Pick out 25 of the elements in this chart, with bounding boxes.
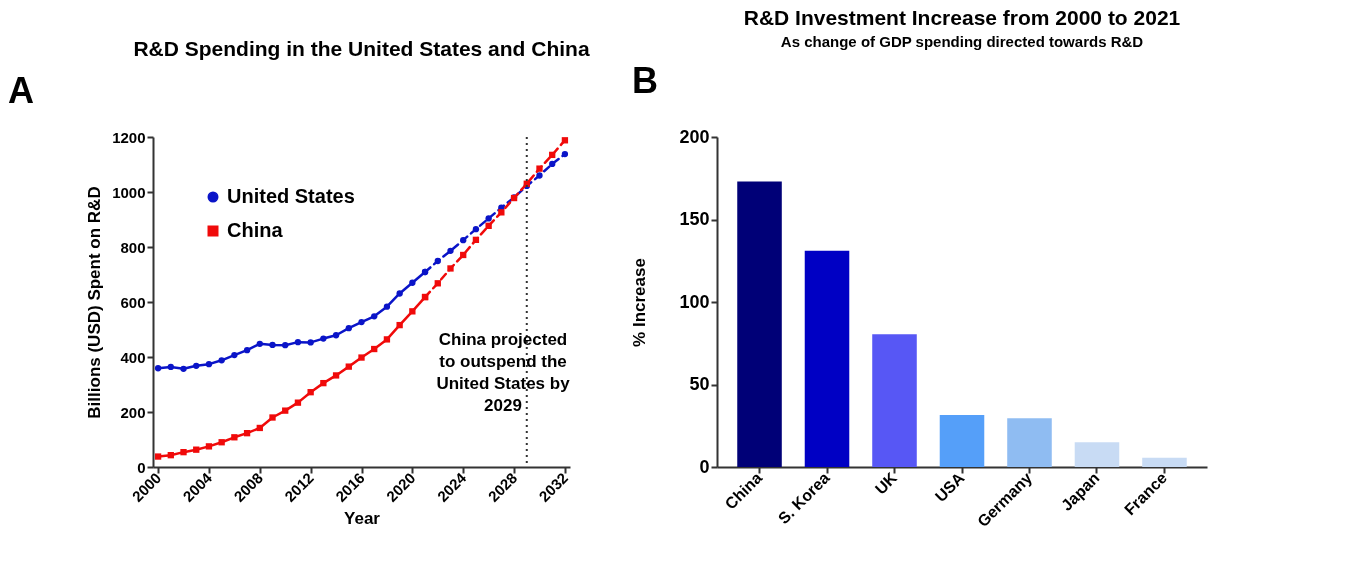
x-tick-label: UK — [871, 468, 901, 498]
y-tick-label: 1000 — [112, 183, 146, 201]
y-axis-title: % Increase — [630, 258, 650, 347]
chart-subtitle: As change of GDP spending directed towards R&D — [780, 33, 1144, 50]
y-tick-label: 0 — [137, 458, 146, 476]
text: A — [8, 70, 34, 111]
y-tick-label: 1200 — [112, 128, 146, 146]
chart-title: R&D Spending in the United States and China — [133, 37, 590, 60]
y-tick-label: 200 — [120, 403, 146, 421]
y-tick-label: 50 — [689, 374, 710, 394]
text: B — [632, 60, 658, 101]
x-axis-title: Year — [344, 508, 381, 528]
y-tick-label: 800 — [120, 238, 146, 256]
y-axis-title: Billions (USD) Spent on R&D — [85, 186, 105, 419]
legend-label: United States — [227, 185, 355, 207]
chart-title: R&D Investment Increase from 2000 to 2021 — [743, 6, 1181, 29]
annotation: China projected to outspend the United States by 2029 — [436, 330, 571, 415]
legend-label: China — [227, 219, 284, 241]
y-tick-label: 200 — [679, 126, 710, 147]
y-tick-label: 150 — [679, 209, 710, 229]
y-tick-label: 400 — [120, 348, 146, 366]
y-tick-label: 0 — [699, 456, 710, 477]
x-tick-label: USA — [931, 468, 968, 506]
y-tick-label: 600 — [120, 293, 146, 311]
y-tick-label: 100 — [679, 291, 710, 312]
